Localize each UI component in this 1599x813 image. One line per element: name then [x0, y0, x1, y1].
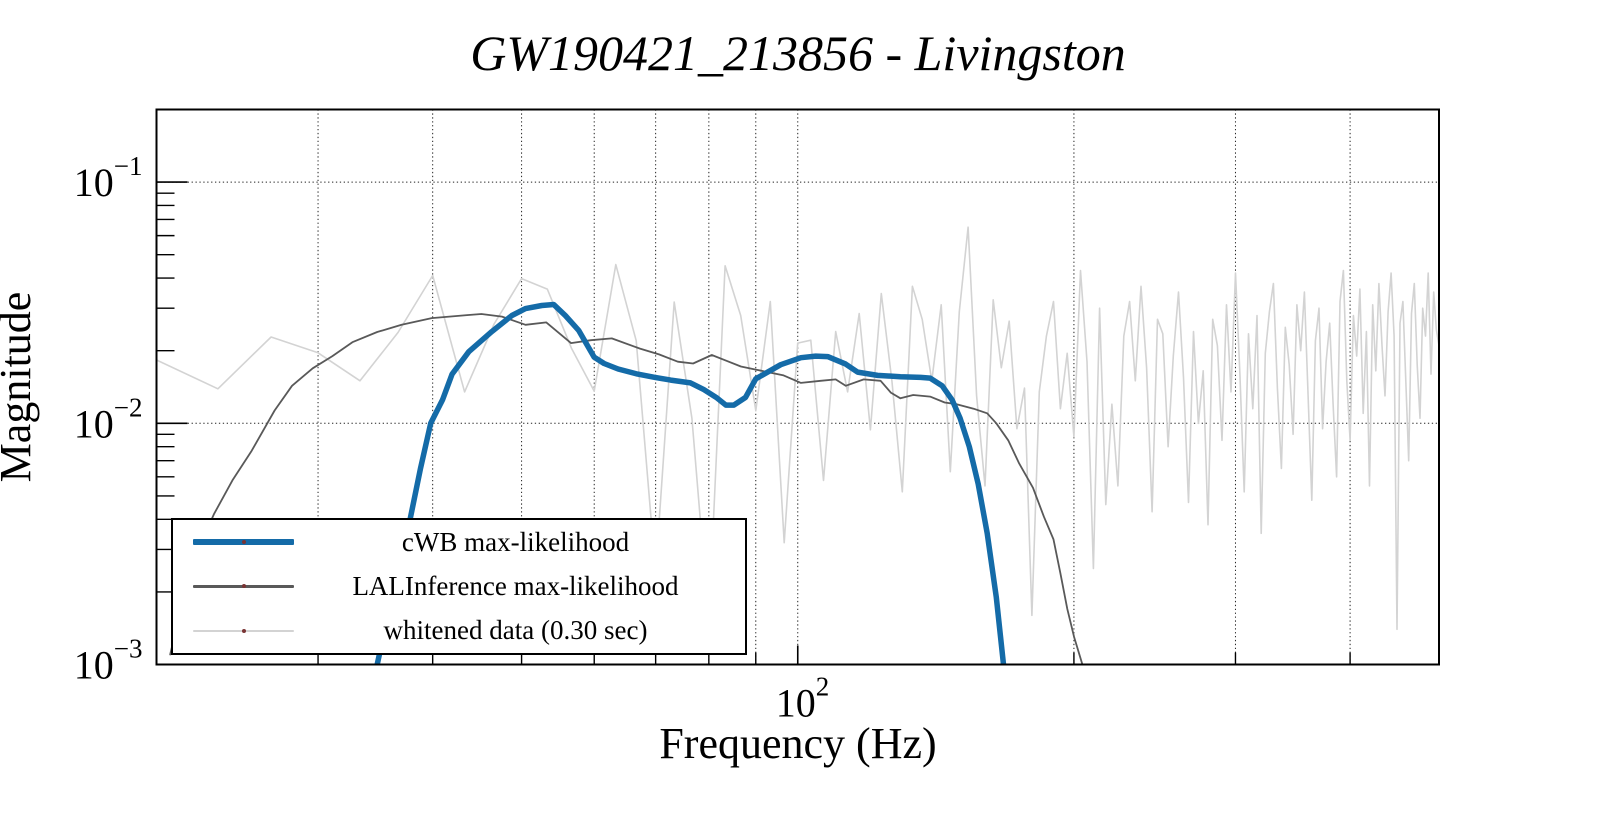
- cwb-line-sample-icon: [193, 539, 294, 546]
- y-axis-label: Magnitude: [0, 292, 40, 483]
- y-tick-label-0.001: 10−3: [74, 634, 143, 688]
- y-tick-label-0.01: 10−2: [74, 392, 143, 446]
- y-tick-label-0.1: 10−1: [74, 151, 143, 205]
- cwb-curve: [374, 301, 1007, 665]
- x-tick-label-100: 102: [776, 672, 830, 726]
- legend-item-whitened: whitened data (0.30 sec): [173, 611, 745, 651]
- legend-label-cwb: cWB max-likelihood: [401, 526, 630, 557]
- lal-line-sample-icon: [193, 584, 294, 589]
- legend-item-lal: LALInference max-likelihood: [173, 566, 745, 606]
- legend-item-cwb: cWB max-likelihood: [173, 522, 745, 562]
- lal-curve: [169, 313, 1084, 665]
- whitened-curve: [156, 226, 1439, 631]
- series-layer: [156, 226, 1439, 665]
- legend-label-lal: LALInference max-likelihood: [352, 570, 679, 601]
- whitened-line-sample-icon: [193, 628, 294, 633]
- tick-label-layer: 10−1 10−2 10−3 102: [74, 151, 829, 725]
- x-axis-label: Frequency (Hz): [659, 719, 936, 768]
- legend-box: cWB max-likelihood LALInference max-like…: [171, 518, 747, 655]
- legend-label-whitened: whitened data (0.30 sec): [383, 615, 648, 646]
- chart-title: GW190421_213856 - Livingston: [470, 25, 1126, 81]
